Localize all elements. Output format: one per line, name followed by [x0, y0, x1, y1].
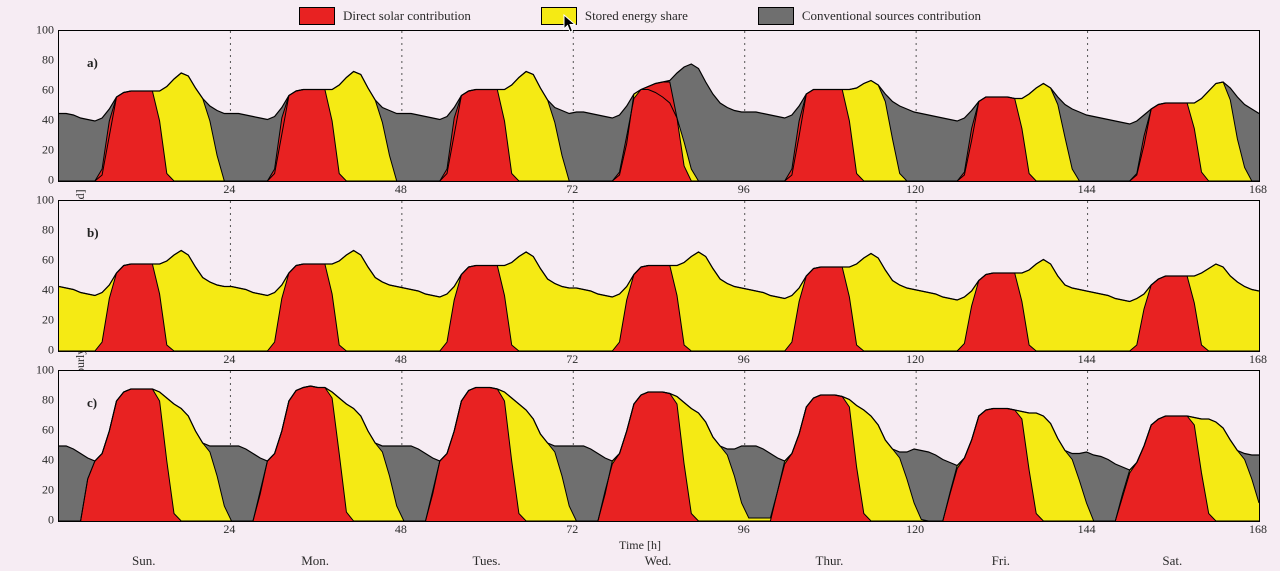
y-tick-label: 60	[26, 423, 54, 438]
x-tick-label: 48	[395, 352, 407, 367]
y-tick-label: 0	[26, 513, 54, 528]
x-tick-label: 96	[738, 182, 750, 197]
x-tick-label: 168	[1249, 352, 1267, 367]
legend-item: Direct solar contribution	[299, 6, 471, 26]
panel-label: c)	[87, 395, 97, 411]
x-tick-label: 48	[395, 522, 407, 537]
y-tick-label: 100	[26, 363, 54, 378]
x-tick-label: 24	[223, 352, 235, 367]
y-tick-label: 20	[26, 143, 54, 158]
y-tick-label: 60	[26, 253, 54, 268]
x-tick-label: 120	[906, 182, 924, 197]
panel-c: c)	[58, 370, 1260, 522]
day-label: Mon.	[301, 553, 329, 569]
day-label: Thur.	[816, 553, 844, 569]
day-label: Wed.	[645, 553, 672, 569]
y-tick-label: 20	[26, 483, 54, 498]
x-tick-label: 24	[223, 522, 235, 537]
legend: Direct solar contribution Stored energy s…	[0, 6, 1280, 26]
legend-label: Conventional sources contribution	[802, 8, 981, 24]
x-tick-label: 96	[738, 522, 750, 537]
x-tick-label: 144	[1078, 352, 1096, 367]
legend-swatch	[299, 7, 335, 25]
legend-label: Direct solar contribution	[343, 8, 471, 24]
day-label: Tues.	[473, 553, 501, 569]
x-axis-title: Time [h]	[0, 538, 1280, 553]
x-tick-label: 144	[1078, 522, 1096, 537]
panel-b: b)	[58, 200, 1260, 352]
x-tick-label: 24	[223, 182, 235, 197]
y-tick-label: 0	[26, 173, 54, 188]
y-tick-label: 20	[26, 313, 54, 328]
x-tick-label: 96	[738, 352, 750, 367]
solar-load-figure: Direct solar contribution Stored energy s…	[0, 0, 1280, 571]
panel-label: a)	[87, 55, 98, 71]
x-tick-label: 48	[395, 182, 407, 197]
y-tick-label: 80	[26, 223, 54, 238]
y-tick-label: 80	[26, 393, 54, 408]
y-tick-label: 100	[26, 193, 54, 208]
y-tick-label: 80	[26, 53, 54, 68]
y-tick-label: 40	[26, 453, 54, 468]
y-tick-label: 100	[26, 23, 54, 38]
y-tick-label: 40	[26, 283, 54, 298]
x-tick-label: 120	[906, 522, 924, 537]
legend-item: Stored energy share	[541, 6, 688, 26]
y-tick-label: 0	[26, 343, 54, 358]
legend-swatch	[541, 7, 577, 25]
legend-item: Conventional sources contribution	[758, 6, 981, 26]
x-tick-label: 144	[1078, 182, 1096, 197]
day-label: Sun.	[132, 553, 155, 569]
x-tick-label: 72	[566, 522, 578, 537]
x-tick-label: 168	[1249, 522, 1267, 537]
panel-a: a)	[58, 30, 1260, 182]
day-label: Sat.	[1162, 553, 1182, 569]
legend-swatch	[758, 7, 794, 25]
day-label: Fri.	[992, 553, 1010, 569]
x-tick-label: 168	[1249, 182, 1267, 197]
legend-label: Stored energy share	[585, 8, 688, 24]
x-tick-label: 72	[566, 182, 578, 197]
panel-label: b)	[87, 225, 99, 241]
x-tick-label: 72	[566, 352, 578, 367]
y-tick-label: 60	[26, 83, 54, 98]
x-tick-label: 120	[906, 352, 924, 367]
y-tick-label: 40	[26, 113, 54, 128]
